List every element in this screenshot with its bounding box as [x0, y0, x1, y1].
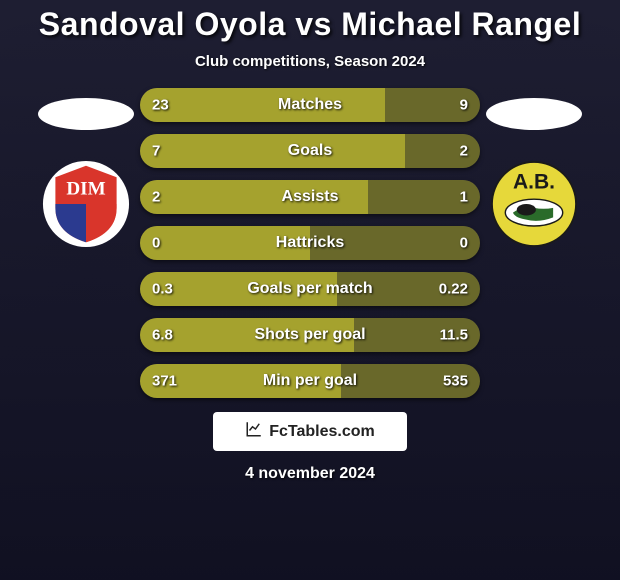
bar-left-value: 23 — [152, 97, 169, 114]
stat-bar-goals-per-match: 0.3 0.22 Goals per match — [140, 272, 480, 306]
bar-right-value: 9 — [460, 97, 468, 114]
bar-right-value: 11.5 — [440, 327, 468, 344]
bar-left-value: 6.8 — [152, 327, 173, 344]
page-title: Sandoval Oyola vs Michael Rangel — [39, 6, 581, 43]
right-player-photo-placeholder — [486, 98, 582, 130]
stat-bar-assists: 2 1 Assists — [140, 180, 480, 214]
right-club-crest: A.B. — [486, 160, 582, 248]
bar-left-fill — [140, 88, 385, 122]
bar-left-value: 0 — [152, 235, 160, 252]
chart-icon — [245, 420, 263, 443]
left-player-col: DIM — [38, 98, 134, 248]
bar-label: Matches — [278, 96, 342, 114]
stat-bar-matches: 23 9 Matches — [140, 88, 480, 122]
bar-label: Shots per goal — [254, 326, 365, 344]
watermark-badge: FcTables.com — [213, 412, 407, 451]
comparison-row: DIM 23 9 Matches 7 2 Goals 2 1 Assists 0 0 Hattrick… — [0, 88, 620, 398]
bar-label: Goals — [288, 142, 332, 160]
stat-bars: 23 9 Matches 7 2 Goals 2 1 Assists 0 0 Hattricks 0.3… — [140, 88, 480, 398]
right-crest-text: A.B. — [513, 171, 555, 194]
bar-right-value: 535 — [443, 373, 468, 390]
date-label: 4 november 2024 — [245, 465, 375, 483]
bar-left-value: 2 — [152, 189, 160, 206]
bar-label: Hattricks — [276, 234, 344, 252]
bar-right-fill — [405, 134, 480, 168]
bar-left-value: 0.3 — [152, 281, 173, 298]
stat-bar-goals: 7 2 Goals — [140, 134, 480, 168]
left-player-photo-placeholder — [38, 98, 134, 130]
bar-left-value: 7 — [152, 143, 160, 160]
bar-left-value: 371 — [152, 373, 177, 390]
left-club-crest: DIM — [38, 160, 134, 248]
bar-label: Min per goal — [263, 372, 357, 390]
watermark-text: FcTables.com — [269, 423, 375, 441]
bar-left-fill — [140, 134, 405, 168]
bar-right-value: 0.22 — [439, 281, 468, 298]
bar-right-value: 2 — [460, 143, 468, 160]
right-player-col: A.B. — [486, 98, 582, 248]
bar-label: Goals per match — [247, 280, 372, 298]
bar-right-value: 1 — [460, 189, 468, 206]
left-crest-text: DIM — [66, 178, 105, 199]
bar-label: Assists — [282, 188, 339, 206]
bar-right-value: 0 — [460, 235, 468, 252]
stat-bar-shots-per-goal: 6.8 11.5 Shots per goal — [140, 318, 480, 352]
stat-bar-min-per-goal: 371 535 Min per goal — [140, 364, 480, 398]
stat-bar-hattricks: 0 0 Hattricks — [140, 226, 480, 260]
subtitle: Club competitions, Season 2024 — [195, 53, 425, 70]
